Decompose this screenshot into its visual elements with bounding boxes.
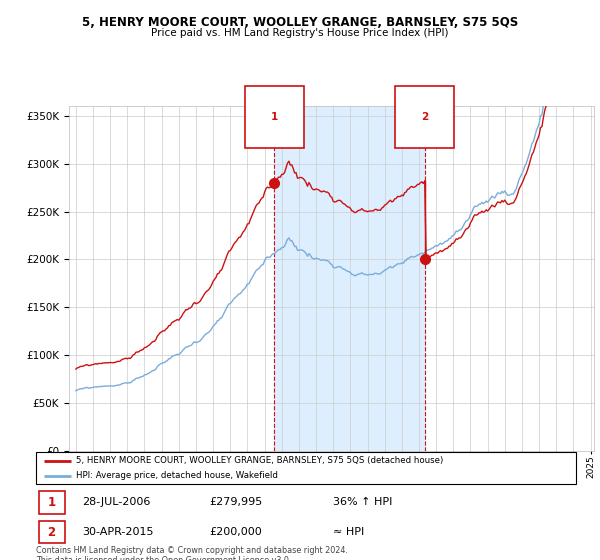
Text: 5, HENRY MOORE COURT, WOOLLEY GRANGE, BARNSLEY, S75 5QS: 5, HENRY MOORE COURT, WOOLLEY GRANGE, BA… [82,16,518,29]
Text: £200,000: £200,000 [209,527,262,537]
Bar [274,106,425,451]
Text: 2: 2 [421,111,428,122]
FancyBboxPatch shape [36,452,576,484]
Text: 36% ↑ HPI: 36% ↑ HPI [333,497,392,507]
FancyBboxPatch shape [39,491,65,514]
Text: £279,995: £279,995 [209,497,262,507]
Text: ≈ HPI: ≈ HPI [333,527,364,537]
Text: 5, HENRY MOORE COURT, WOOLLEY GRANGE, BARNSLEY, S75 5QS (detached house): 5, HENRY MOORE COURT, WOOLLEY GRANGE, BA… [77,456,444,465]
Text: 1: 1 [271,111,278,122]
Text: 28-JUL-2006: 28-JUL-2006 [82,497,150,507]
Text: Price paid vs. HM Land Registry's House Price Index (HPI): Price paid vs. HM Land Registry's House … [151,28,449,38]
Text: 30-APR-2015: 30-APR-2015 [82,527,154,537]
Text: 2: 2 [47,525,56,539]
Text: Contains HM Land Registry data © Crown copyright and database right 2024.
This d: Contains HM Land Registry data © Crown c… [36,546,348,560]
FancyBboxPatch shape [39,521,65,543]
Text: HPI: Average price, detached house, Wakefield: HPI: Average price, detached house, Wake… [77,471,278,480]
Text: 1: 1 [47,496,56,509]
